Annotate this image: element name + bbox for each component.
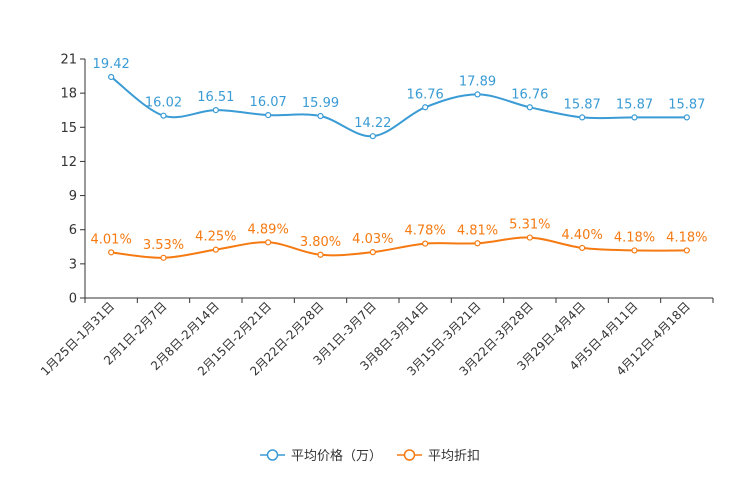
legend-swatch-marker [266,449,279,461]
y-tick-label: 12 [60,155,77,170]
data-label: 3.53% [143,238,184,253]
series-1: 19.42 16.02 16.51 16.07 15.99 14.22 16.76 17.89… [93,57,705,140]
data-point [369,133,376,140]
data-point [579,244,586,252]
legend-label: 平均价格（万） [291,448,382,464]
data-point [631,114,638,121]
data-label: 4.89% [248,222,289,237]
data-point [317,251,324,258]
data-label: 15.99 [302,96,339,111]
legend-label: 平均折扣 [428,449,480,464]
data-label: 14.22 [354,116,391,131]
series-line [110,76,687,138]
data-label: 16.02 [145,96,182,111]
data-label: 4.40% [562,228,603,243]
y-tick-label: 9 [69,189,77,204]
data-label: 4.78% [405,224,446,239]
data-point [265,112,272,119]
data-point [369,249,376,256]
data-label: 16.51 [197,90,234,105]
data-label: 15.87 [564,97,601,112]
data-point [474,240,481,247]
y-tick-label: 18 [60,87,77,102]
data-label: 4.18% [614,230,655,245]
data-point [265,239,272,246]
data-point [422,240,429,247]
y-tick-label: 21 [60,53,77,68]
data-point [160,112,167,119]
data-point [108,249,115,256]
legend-item-1: 平均价格（万） [260,448,382,464]
data-label: 4.25% [195,230,236,245]
y-tick-label: 6 [69,223,77,238]
data-label: 19.42 [93,57,130,72]
data-point [526,234,533,241]
data-point [317,112,324,120]
data-point [526,104,533,111]
y-tick-label: 15 [60,121,77,136]
data-label: 16.76 [407,87,444,102]
data-point [108,73,115,81]
data-point [212,107,219,114]
y-axis: 0 3 6 9 12 15 18 21 [60,53,86,307]
data-point [422,104,429,111]
data-label: 17.89 [459,74,496,89]
x-axis: 1月25日-1月31日2月1日-2月7日2月8日-2月14日2月15日-2月21… [38,297,714,379]
y-tick-label: 0 [69,292,77,307]
y-tick-label: 3 [69,257,77,272]
data-label: 4.81% [457,223,498,238]
data-label: 4.01% [91,232,132,247]
data-label: 16.07 [250,95,287,110]
data-point [579,114,586,121]
x-tick-label: 1月25日-1月31日 [38,299,117,378]
legend-swatch-marker [403,449,416,461]
data-point [631,247,638,254]
data-label: 5.31% [509,218,550,233]
series-line [111,236,687,259]
legend: 平均价格（万） 平均折扣 [260,448,480,464]
data-label: 15.87 [668,97,705,112]
data-point [160,254,167,261]
data-label: 3.80% [300,235,341,250]
series-layer: 19.42 16.02 16.51 16.07 15.99 14.22 16.76 17.89… [91,57,707,261]
data-label: 15.87 [616,97,653,112]
data-point [212,246,219,253]
data-label: 4.18% [666,230,707,245]
data-label: 16.76 [511,87,548,102]
data-point [474,91,481,98]
data-point [683,247,690,254]
legend-item-2: 平均折扣 [397,449,480,464]
series-2: 4.01% 3.53% 4.25% 4.89% 3.80% 4.03% 4.78% 4.81%… [91,218,707,261]
data-point [683,114,690,121]
data-label: 4.03% [352,232,393,247]
